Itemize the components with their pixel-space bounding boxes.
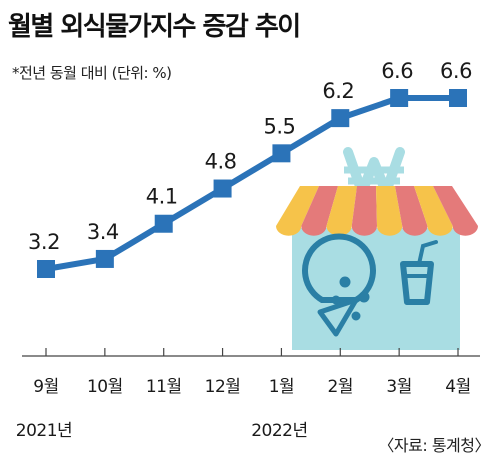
x-tick-label: 12월 <box>205 377 241 397</box>
chart-title: 월별 외식물가지수 증감 추이 <box>8 12 301 42</box>
data-point-marker <box>449 89 467 107</box>
chart-subtitle: *전년 동월 대비 (단위: %) <box>12 64 172 82</box>
value-label: 6.2 <box>322 79 354 103</box>
data-point-marker <box>272 144 291 163</box>
pizza-icon <box>302 233 376 337</box>
won-sign-icon <box>343 147 405 197</box>
awning-stripe <box>351 186 377 236</box>
data-point-marker <box>95 249 114 268</box>
store-awning-icon <box>276 186 478 236</box>
x-tick-label: 1월 <box>269 377 294 397</box>
year-label: 2022년 <box>251 421 307 441</box>
data-point-marker <box>37 260 55 278</box>
x-tick-label: 4월 <box>445 377 470 397</box>
awning-stripe <box>276 186 319 236</box>
x-tick-label: 9월 <box>33 377 58 397</box>
data-point-marker <box>154 214 173 233</box>
awning-stripe <box>301 186 338 236</box>
series-markers <box>37 89 467 278</box>
awning-stripe <box>433 186 478 236</box>
value-label: 5.5 <box>263 114 295 138</box>
series-line <box>45 95 458 272</box>
year-labels: 2021년 2022년 <box>16 421 308 441</box>
value-label: 4.8 <box>205 150 237 174</box>
value-label: 6.6 <box>440 59 472 83</box>
data-point-marker <box>213 179 232 198</box>
value-labels: 3.2 3.4 4.1 4.8 5.5 6.2 6.6 6.6 <box>28 59 473 254</box>
x-tick-label: 10월 <box>87 377 123 397</box>
value-label: 4.1 <box>146 185 178 209</box>
source-note: 〈자료: 통계청〉 <box>378 436 490 455</box>
awning-stripe <box>326 186 357 236</box>
awning-stripe <box>414 186 453 236</box>
value-label: 3.4 <box>87 220 119 244</box>
data-point-marker <box>390 89 409 107</box>
value-label: 3.2 <box>28 230 60 254</box>
x-tick-label: 2월 <box>328 377 353 397</box>
awning-stripe <box>395 186 428 236</box>
drink-cup-icon <box>400 240 438 305</box>
store-body <box>292 228 460 350</box>
awning-stripe <box>376 186 403 236</box>
x-ticks <box>45 348 459 356</box>
x-tick-label: 3월 <box>386 377 411 397</box>
year-label: 2021년 <box>16 421 72 441</box>
data-point-marker <box>331 109 350 128</box>
x-tick-labels: 9월 10월 11월 12월 1월 2월 3월 4월 <box>33 377 471 397</box>
store-illustration <box>276 147 478 350</box>
value-label: 6.6 <box>381 59 413 83</box>
x-tick-label: 11월 <box>146 377 182 397</box>
